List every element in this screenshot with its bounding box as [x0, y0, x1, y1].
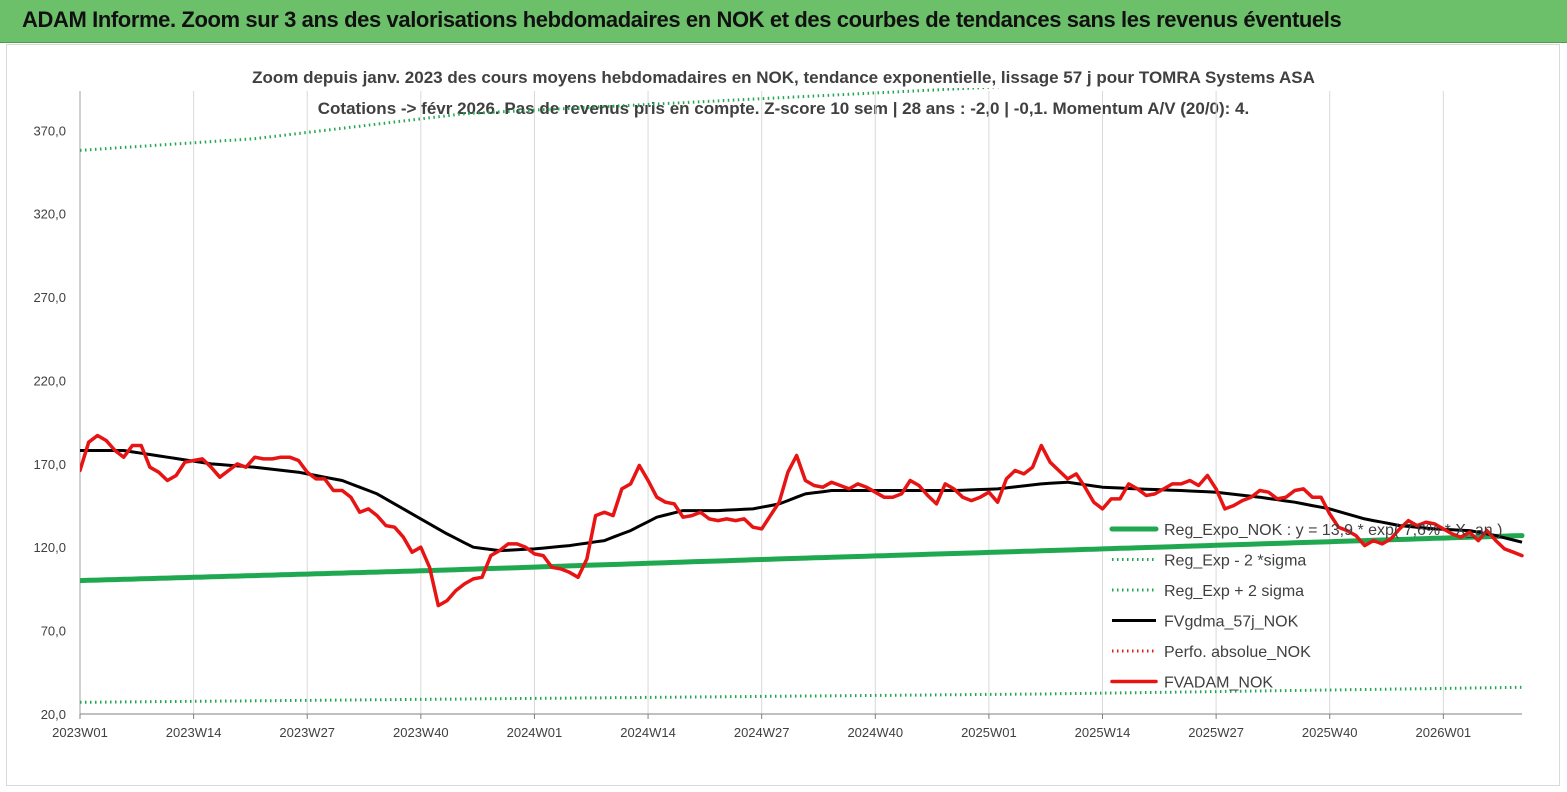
legend-label-reg_minus: Reg_Exp - 2 *sigma [1164, 553, 1306, 570]
legend-label-reg_plus: Reg_Exp + 2 sigma [1164, 583, 1304, 600]
axes [79, 91, 1522, 715]
x-tick-label: 2024W40 [847, 725, 903, 740]
chart-title-line-1: Zoom depuis janv. 2023 des cours moyens … [252, 68, 1315, 87]
banner-title: ADAM Informe. Zoom sur 3 ans des valoris… [22, 7, 1342, 32]
series-reg_expo-line [80, 533, 1525, 584]
x-tick-label: 2023W27 [279, 725, 335, 740]
legend-label-fvgdma: FVgdma_57j_NOK [1164, 614, 1299, 631]
y-axis-ticks: 20,0 70,0 120,0 170,0 220,0 270,0 320,0 370,0 [33, 123, 66, 722]
x-tick-label: 2024W27 [734, 725, 790, 740]
x-tick-label: 2025W40 [1302, 725, 1358, 740]
series-fvadam-line [80, 433, 1524, 608]
x-tick-label: 2024W01 [507, 725, 563, 740]
series-fvgdma-line [80, 449, 1523, 553]
x-tick-label: 2023W01 [52, 725, 108, 740]
y-tick-label: 220,0 [33, 373, 66, 388]
series-reg_minus-line [80, 685, 1523, 704]
x-tick-label: 2025W14 [1075, 725, 1131, 740]
series-reg_plus-line [80, 88, 1003, 152]
y-tick-label: 20,0 [41, 707, 66, 722]
x-tick-label: 2023W14 [166, 725, 222, 740]
legend-label-fvadam: FVADAM_NOK [1164, 675, 1273, 692]
y-tick-label: 70,0 [41, 624, 66, 639]
report-banner: ADAM Informe. Zoom sur 3 ans des valoris… [0, 0, 1567, 43]
chart-frame [6, 44, 1560, 786]
y-tick-label: 270,0 [33, 290, 66, 305]
y-tick-label: 170,0 [33, 457, 66, 472]
y-tick-label: 320,0 [33, 207, 66, 222]
chart-title-line-2: Cotations -> févr 2026. Pas de revenus p… [317, 99, 1250, 118]
x-axis-ticks: 2023W01 2023W14 2023W27 2023W40 2024W01 2024W… [52, 714, 1471, 740]
series-group [80, 88, 1525, 704]
y-tick-label: 120,0 [33, 540, 66, 555]
legend: Reg_Expo_NOK : y = 13,9 * exp( 7,6% * X_… [1109, 522, 1502, 692]
legend-label-reg_expo: Reg_Expo_NOK : y = 13,9 * exp( 7,6% * X_… [1164, 522, 1502, 539]
x-tick-label: 2023W40 [393, 725, 449, 740]
x-tick-label: 2025W01 [961, 725, 1017, 740]
legend-label-perfo: Perfo. absolue_NOK [1164, 644, 1311, 661]
x-tick-label: 2024W14 [620, 725, 676, 740]
x-tick-label: 2026W01 [1416, 725, 1472, 740]
y-tick-label: 370,0 [33, 123, 66, 138]
x-tick-label: 2025W27 [1188, 725, 1244, 740]
